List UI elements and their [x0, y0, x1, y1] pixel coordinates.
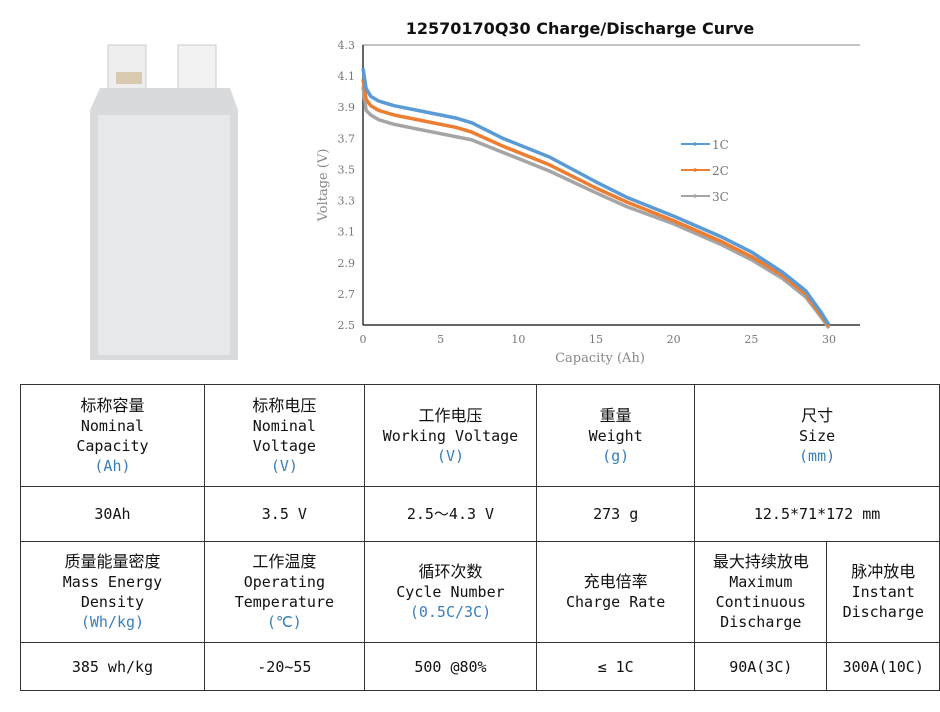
x-axis-label: Capacity (Ah)	[555, 351, 645, 366]
spec-value: -20~55	[203, 642, 365, 691]
spec-header: 标称电压 Nominal Voltage (V)	[203, 384, 365, 487]
x-tick-label: 15	[589, 333, 603, 346]
spec-value: ≤ 1C	[536, 642, 696, 691]
header-en: Capacity	[76, 436, 149, 455]
y-tick-label: 3.7	[338, 132, 356, 145]
header-en: Mass Energy	[62, 573, 163, 591]
spec-value: 385 wh/kg	[20, 642, 205, 691]
spec-value: 273 g	[536, 486, 696, 542]
header-zh: 尺寸	[801, 405, 834, 425]
spec-table: 标称容量 Nominal Capacity (Ah) 标称电压 Nominal Voltag…	[20, 384, 940, 691]
x-tick-label: 10	[511, 333, 525, 346]
header-en: Working Voltage	[382, 426, 519, 445]
header-en: Discharge	[842, 603, 924, 621]
legend-label: 2C	[712, 164, 729, 178]
header-en: Size	[799, 426, 836, 445]
y-tick-label: 3.1	[338, 226, 356, 239]
series-line-2C	[361, 78, 831, 328]
spec-value: 12.5*71*172 mm	[694, 486, 940, 542]
header-en: Nominal	[80, 416, 145, 435]
y-tick-label: 2.9	[338, 257, 356, 270]
header-unit: (V)	[436, 446, 465, 465]
header-unit: (mm)	[799, 446, 836, 465]
header-en: Maximum	[729, 573, 793, 591]
spec-header: 循环次数 Cycle Number (0.5C/3C)	[363, 541, 538, 643]
header-unit: (Ah)	[94, 456, 131, 475]
series-line-1C	[361, 68, 831, 326]
spec-value: 30Ah	[20, 486, 205, 542]
spec-value: 500 @80%	[363, 642, 538, 691]
header-en: Instant	[851, 583, 915, 601]
header-en: Charge Rate	[565, 593, 666, 611]
header-unit: (g)	[602, 446, 630, 465]
y-tick-label: 3.3	[338, 195, 356, 208]
y-tick-label: 3.5	[338, 163, 356, 176]
header-zh: 标称电压	[252, 395, 317, 415]
header-zh: 质量能量密度	[64, 552, 161, 571]
header-zh: 工作电压	[418, 405, 483, 425]
legend-marker	[693, 194, 697, 198]
spec-header: 重量 Weight (g)	[536, 384, 696, 487]
header-zh: 最大持续放电	[712, 552, 809, 571]
header-zh: 标称容量	[80, 395, 145, 415]
y-axis-label: Voltage (V)	[316, 149, 331, 223]
header-zh: 脉冲放电	[851, 562, 916, 581]
x-tick-label: 5	[437, 333, 444, 346]
legend-marker	[693, 142, 697, 146]
legend-label: 1C	[712, 138, 729, 152]
header-en: Voltage	[252, 436, 316, 455]
header-en: Temperature	[234, 593, 335, 611]
legend-marker	[693, 168, 697, 172]
x-tick-label: 25	[744, 333, 758, 346]
spec-header: 标称容量 Nominal Capacity (Ah)	[20, 384, 205, 487]
x-tick-label: 0	[360, 333, 367, 346]
battery-cell-photo	[60, 10, 270, 370]
header-unit: (V)	[270, 456, 298, 475]
header-zh: 充电倍率	[583, 572, 648, 591]
spec-value: 2.5～4.3 V	[363, 486, 538, 542]
legend-label: 3C	[712, 190, 729, 204]
spec-value: 300A(10C)	[826, 642, 940, 691]
header-en: Nominal	[252, 416, 316, 435]
spec-header: 工作电压 Working Voltage (V)	[363, 384, 538, 487]
spec-value: 3.5 V	[203, 486, 365, 542]
spec-header: 尺寸 Size (mm)	[694, 384, 940, 487]
discharge-chart: 12570170Q30 Charge/Discharge Curve 0 5 10 15…	[316, 19, 860, 366]
x-tick-label: 20	[667, 333, 681, 346]
header-unit: (0.5C/3C)	[409, 603, 492, 621]
header-unit: (℃)	[266, 613, 302, 631]
y-tick-label: 2.7	[338, 288, 356, 301]
spec-header: 工作温度 Operating Temperature (℃)	[203, 541, 365, 643]
series-line-3C	[361, 86, 831, 330]
spec-header: 质量能量密度 Mass Energy Density (Wh/kg)	[20, 541, 205, 643]
header-zh: 循环次数	[418, 562, 483, 581]
x-tick-label: 30	[822, 333, 836, 346]
chart-title: 12570170Q30 Charge/Discharge Curve	[406, 19, 755, 38]
header-en: Operating	[243, 573, 325, 591]
y-tick-label: 4.3	[338, 39, 356, 52]
spec-value: 90A(3C)	[694, 642, 828, 691]
header-en: Density	[80, 593, 145, 611]
header-en: Continuous	[715, 593, 806, 611]
y-tick-label: 3.9	[338, 101, 356, 114]
spec-header: 脉冲放电 Instant Discharge	[826, 541, 940, 643]
header-zh: 重量	[599, 405, 632, 425]
header-zh: 工作温度	[252, 552, 317, 571]
spec-header: 最大持续放电 Maximum Continuous Discharge	[694, 541, 828, 643]
header-unit: (Wh/kg)	[80, 613, 145, 631]
header-en: Cycle Number	[396, 583, 505, 601]
y-tick-label: 4.1	[338, 70, 356, 83]
y-tick-label: 2.5	[338, 319, 356, 332]
header-en: Discharge	[720, 613, 802, 631]
header-en: Weight	[588, 426, 643, 445]
spec-header: 充电倍率 Charge Rate	[536, 541, 696, 643]
